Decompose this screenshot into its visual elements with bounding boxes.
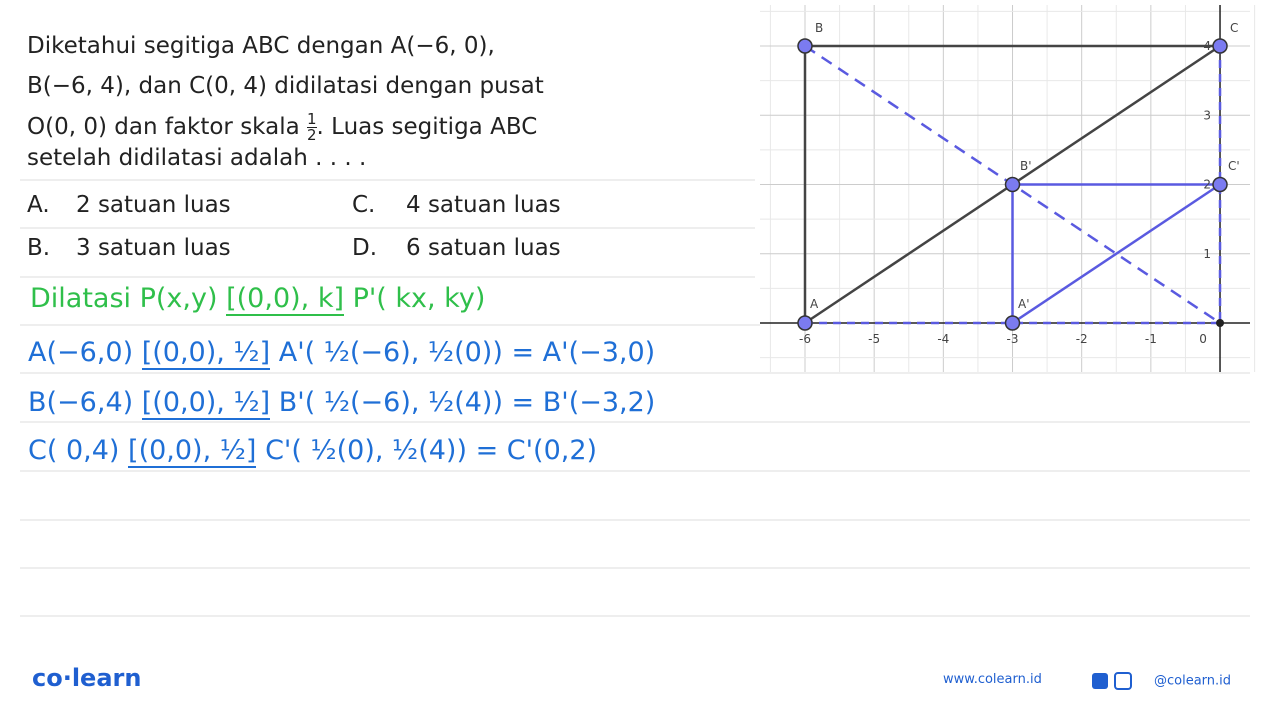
x-tick-label: -5: [868, 332, 880, 346]
option-text: 3 satuan luas: [76, 235, 231, 261]
question-line: B(−6, 4), dan C(0, 4) didilatasi dengan …: [27, 73, 544, 99]
point-label: B': [1020, 159, 1032, 173]
handwriting-line: B(−6,4) [(0,0), ½] B'( ½(−6), ½(4)) = B'…: [28, 387, 656, 420]
point-label: C: [1230, 21, 1238, 35]
handwriting-line: Dilatasi P(x,y) [(0,0), k] P'( kx, ky): [30, 283, 486, 316]
text: [(0,0), ½]: [141, 387, 271, 420]
website: www.colearn.id: [943, 672, 1042, 687]
text: A'( ½(−6), ½(0)) = A'(−3,0): [278, 337, 656, 368]
segment: [1011, 183, 1221, 325]
origin: [1216, 319, 1225, 327]
point: [1212, 38, 1228, 54]
text: A(−6,0): [28, 337, 134, 368]
option-letter: C.: [352, 192, 376, 218]
y-tick-label: 1: [1203, 247, 1211, 261]
y-tick-label: 3: [1203, 108, 1211, 122]
y-tick-label: 2: [1203, 178, 1211, 192]
point-label: C': [1228, 159, 1240, 173]
x-tick-label: -1: [1145, 332, 1157, 346]
x-tick-label: -3: [1007, 332, 1019, 346]
text: Dilatasi P(x,y): [30, 283, 218, 314]
text: C'( ½(0), ½(4)) = C'(0,2): [265, 435, 598, 466]
point: [1004, 176, 1021, 193]
text: [(0,0), ½]: [141, 337, 271, 370]
point-label: A: [810, 297, 819, 311]
text: . Luas segitiga ABC: [316, 114, 538, 140]
text: P'( kx, ky): [352, 283, 486, 314]
option-letter: D.: [352, 235, 378, 261]
numerator: 1: [307, 110, 317, 128]
text: [(0,0), ½]: [128, 435, 257, 468]
x-tick-label: -6: [799, 332, 811, 346]
text: [(0,0), k]: [226, 283, 344, 316]
handwriting-line: A(−6,0) [(0,0), ½] A'( ½(−6), ½(0)) = A'…: [28, 337, 656, 370]
text: C( 0,4): [28, 435, 120, 466]
y-tick-label: 4: [1203, 39, 1211, 53]
point: [1004, 315, 1021, 331]
point: [797, 38, 813, 54]
x-tick-label: -4: [937, 332, 949, 346]
logo: co·learn: [32, 664, 142, 692]
text: B(−6,4): [28, 387, 134, 418]
option-text: 2 satuan luas: [76, 192, 231, 218]
point-label: A': [1018, 297, 1030, 311]
question-line: Diketahui segitiga ABC dengan A(−6, 0),: [27, 33, 495, 59]
denominator: 2: [307, 126, 317, 144]
handle: @colearn.id: [1154, 673, 1232, 689]
option-text: 6 satuan luas: [406, 235, 561, 261]
option-text: 4 satuan luas: [406, 192, 561, 218]
facebook-icon: [1092, 673, 1108, 689]
social: @colearn.id: [1092, 672, 1231, 690]
instagram-icon: [1114, 672, 1132, 690]
question-line: setelah didilatasi adalah . . . .: [27, 145, 367, 171]
text: B'( ½(−6), ½(4)) = B'(−3,2): [278, 387, 656, 418]
option-letter: B.: [27, 235, 51, 261]
point-label: B: [815, 21, 823, 35]
option-letter: A.: [27, 192, 50, 218]
x-tick-label: 0: [1199, 332, 1207, 346]
point: [797, 315, 813, 331]
x-tick-label: -2: [1076, 332, 1088, 346]
text: O(0, 0) dan faktor skala: [27, 114, 300, 140]
point: [1212, 176, 1228, 193]
handwriting-line: C( 0,4) [(0,0), ½] C'( ½(0), ½(4)) = C'(…: [28, 435, 598, 468]
